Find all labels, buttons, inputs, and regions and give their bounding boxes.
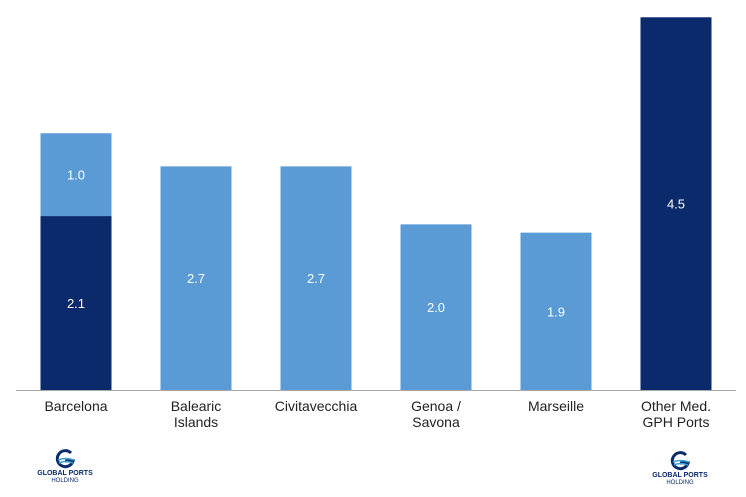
global-ports-logo-icon	[55, 449, 76, 469]
logo-right: GLOBAL PORTS HOLDING	[645, 450, 715, 490]
bar-2-segment-0	[280, 166, 352, 390]
bar-1-segment-0	[160, 166, 232, 390]
logo-left: GLOBAL PORTS HOLDING	[30, 448, 100, 488]
category-label-4: Marseille	[528, 398, 584, 414]
bar-4-segment-0	[520, 232, 592, 390]
data-label-0-1: 1.0	[67, 168, 85, 183]
data-label-5-0: 4.5	[667, 197, 685, 212]
data-label-4-0: 1.9	[547, 304, 565, 319]
data-label-1-0: 2.7	[187, 271, 205, 286]
category-label-3: Genoa /	[411, 398, 461, 414]
category-label-2: Civitavecchia	[275, 398, 358, 414]
logo-right-line2: HOLDING	[666, 480, 694, 486]
logo-left-line2: HOLDING	[51, 478, 79, 484]
logo-left-line1: GLOBAL PORTS	[37, 470, 93, 477]
data-label-2-0: 2.7	[307, 271, 325, 286]
data-label-0-0: 2.1	[67, 296, 85, 311]
category-label-5: GPH Ports	[643, 414, 710, 430]
logo-right-line1: GLOBAL PORTS	[652, 472, 708, 479]
category-label-3: Savona	[412, 414, 460, 430]
category-label-0: Barcelona	[44, 398, 107, 414]
bar-5-segment-0	[640, 17, 712, 391]
data-label-3-0: 2.0	[427, 300, 445, 315]
category-label-1: Islands	[174, 414, 218, 430]
global-ports-logo-icon	[670, 451, 691, 471]
bar-3-segment-0	[400, 224, 472, 390]
category-label-1: Balearic	[171, 398, 222, 414]
category-label-5: Other Med.	[641, 398, 711, 414]
bar-0-segment-1	[40, 133, 112, 217]
bar-0-segment-0	[40, 216, 112, 390]
